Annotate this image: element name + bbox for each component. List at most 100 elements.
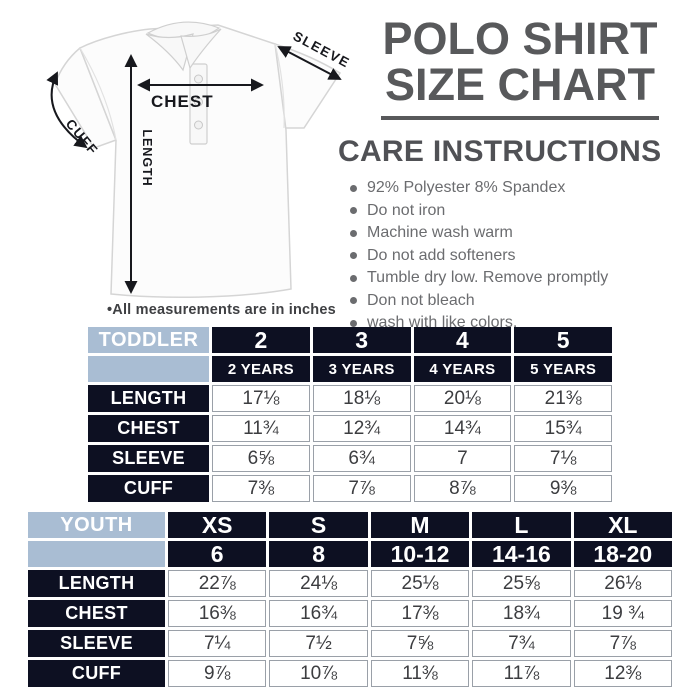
sleeve-arrow-icon [277,46,342,80]
youth-measure-value: 18¾ [472,600,571,627]
title-line-1: POLO SHIRT [382,13,658,64]
toddler-age-col-header: 5 YEARS [514,356,612,382]
youth-measure-value: 22⅞ [168,570,267,597]
bullet-icon [350,184,357,192]
button-icon [194,97,203,107]
youth-range-col-header: 6 [168,541,267,567]
length-label: LENGTH [140,129,154,186]
bullet-icon [350,229,357,237]
youth-measure-value: 9⅞ [168,660,267,687]
toddler-measure-value: 17⅛ [212,385,310,412]
care-item-text: Do not add softeners [367,246,516,264]
youth-size-col-header: L [472,512,571,538]
toddler-age-col-header: 3 YEARS [312,356,411,382]
toddler-measure-value: 6⅝ [212,445,310,472]
youth-measure-value: 7⅞ [573,630,672,657]
youth-group-header: YOUTH [28,512,165,538]
toddler-measure-value: 9⅜ [514,475,612,502]
care-item: Tumble dry low. Remove promptly [350,267,608,290]
youth-range-col-header: 10-12 [370,541,470,567]
youth-measure-value: 24⅛ [269,570,368,597]
youth-measure-value: 11⅜ [370,660,470,687]
youth-measure-value: 25⅛ [370,570,470,597]
measurements-footnote: •All measurements are in inches [107,302,336,318]
youth-range-col-header: 14-16 [472,541,571,567]
care-item: 92% Polyester 8% Spandex [350,177,608,200]
toddler-age-col-header: 4 YEARS [413,356,512,382]
care-item: Do not iron [350,200,608,223]
cuff-arrow-icon [46,71,88,149]
collar-right-flap [180,28,222,70]
toddler-measure-value: 15¾ [514,415,612,442]
toddler-measure-value: 21⅜ [514,385,612,412]
toddler-measure-label: CHEST [88,415,209,442]
youth-range-col-header: 18-20 [573,541,672,567]
youth-size-col-header: M [370,512,470,538]
youth-measure-label: CHEST [28,600,165,627]
toddler-measure-value: 12¾ [312,415,411,442]
button-icon [194,74,203,84]
youth-measure-value: 12⅜ [573,660,672,687]
bullet-icon [350,252,357,260]
toddler-measure-value: 7⅞ [312,475,411,502]
youth-measure-label: CUFF [28,660,165,687]
youth-measure-value: 17⅜ [370,600,470,627]
page-title: POLO SHIRT SIZE CHART [345,16,695,120]
youth-measure-value: 16¾ [269,600,368,627]
youth-range-col-header: 8 [269,541,368,567]
toddler-measure-value: 7⅜ [212,475,310,502]
button-icon [194,120,203,130]
youth-measure-value: 19 ¾ [573,600,672,627]
youth-measure-value: 7¾ [472,630,571,657]
youth-size-table: YOUTH XS S M L XL 6 8 10-12 14-16 18-20 … [28,512,672,687]
toddler-size-col-header: 2 [212,327,310,353]
youth-measure-value: 7½ [269,630,368,657]
youth-measure-value: 11⅞ [472,660,571,687]
toddler-measure-label: LENGTH [88,385,209,412]
toddler-measure-value: 14¾ [413,415,512,442]
toddler-measure-value: 6¾ [312,445,411,472]
title-underline [381,116,659,120]
bullet-icon [350,319,357,327]
shirt-body [79,24,292,299]
toddler-measure-value: 8⅞ [413,475,512,502]
left-armhole-seam [79,47,117,141]
toddler-measure-value: 11¾ [212,415,310,442]
care-item-text: Do not iron [367,201,446,219]
toddler-measure-value: 18⅛ [312,385,411,412]
toddler-blank-header-cell [88,356,209,382]
youth-measure-value: 7¼ [168,630,267,657]
toddler-group-header: TODDLER [88,327,209,353]
youth-measure-value: 26⅛ [573,570,672,597]
toddler-size-col-header: 3 [312,327,411,353]
care-item-text: 92% Polyester 8% Spandex [367,179,566,197]
youth-measure-value: 16⅜ [168,600,267,627]
right-armhole-seam [274,43,285,129]
toddler-measure-value: 7 [413,445,512,472]
youth-measure-value: 25⅝ [472,570,571,597]
title-line-2: SIZE CHART [385,59,655,110]
toddler-size-col-header: 4 [413,327,512,353]
care-item: Don not bleach [350,290,608,313]
youth-measure-label: SLEEVE [28,630,165,657]
care-item: Machine wash warm [350,222,608,245]
care-item-text: Tumble dry low. Remove promptly [367,269,609,287]
care-item: Do not add softeners [350,245,608,268]
polo-shirt-diagram: LENGTH CHEST SLEEVE CUFF [46,21,350,299]
youth-measure-value: 10⅞ [269,660,368,687]
care-item-text: Machine wash warm [367,224,513,242]
care-item-text: Don not bleach [367,291,475,309]
toddler-size-table: TODDLER 2 3 4 5 2 YEARS 3 YEARS 4 YEARS … [88,327,612,502]
toddler-measure-value: 7⅛ [514,445,612,472]
toddler-measure-label: CUFF [88,475,209,502]
toddler-measure-label: SLEEVE [88,445,209,472]
bullet-icon [350,297,357,305]
chest-label: CHEST [151,92,214,111]
bullet-icon [350,274,357,282]
youth-blank-header-cell [28,541,165,567]
care-instructions-heading: CARE INSTRUCTIONS [338,135,662,168]
toddler-measure-value: 20⅛ [413,385,512,412]
bullet-icon [350,207,357,215]
youth-size-col-header: XS [168,512,267,538]
